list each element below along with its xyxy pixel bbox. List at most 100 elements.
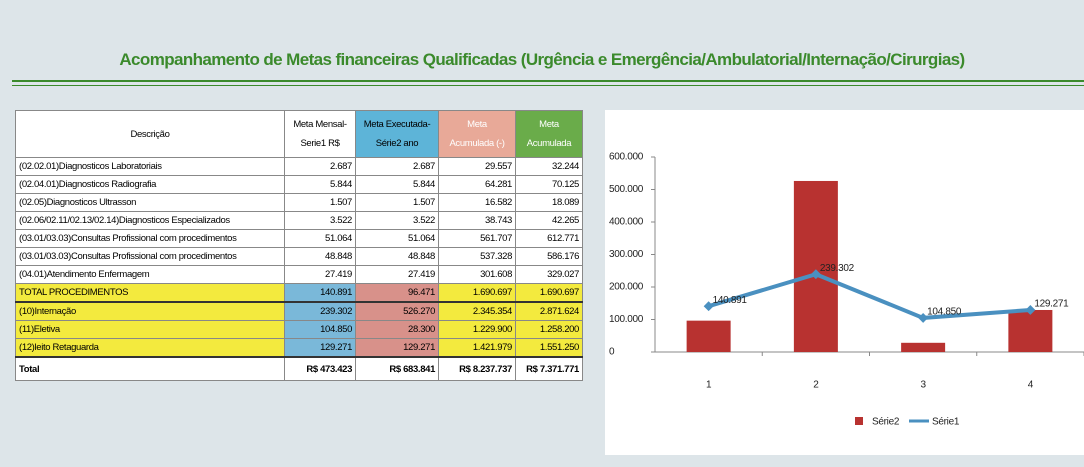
value-cell: 28.300 [355,320,439,339]
y-tick-label: 600.000 [609,152,644,163]
value-cell: R$ 683.841 [355,356,439,381]
value-cell: 2.871.624 [515,301,583,321]
title-rule [12,85,1084,86]
bar [901,342,946,352]
x-tick-label: 1 [706,380,712,391]
line-marker [918,312,929,323]
value-cell: 1.690.697 [515,283,583,303]
chart-background [605,110,1084,455]
legend-label: Série1 [932,417,960,428]
description-cell: (03.01/03.03)Consultas Profissional com … [15,229,285,248]
table-row: (03.01/03.03)Consultas Profissional com … [15,247,583,266]
value-cell: 5.844 [355,175,439,194]
value-cell: 38.743 [438,211,516,230]
data-label: 239.302 [820,263,855,274]
table-row: (10)Internação 239.302 526.270 2.345.354 2.8… [15,301,583,321]
value-cell: 16.582 [438,193,516,212]
y-tick-label: 0 [609,347,615,358]
value-cell: 586.176 [515,247,583,266]
value-cell: 48.848 [355,247,439,266]
value-cell: 1.229.900 [438,320,516,339]
value-cell: 5.844 [284,175,356,194]
value-cell: 140.891 [284,283,356,303]
description-cell: TOTAL PROCEDIMENTOS [15,283,285,303]
line-marker [1025,305,1036,315]
value-cell: 70.125 [515,175,583,194]
description-cell: (12)leito Retaguarda [15,338,285,358]
title-rule [12,80,1084,82]
value-cell: 1.551.250 [515,338,583,358]
x-tick-label: 4 [1028,380,1034,391]
chart: 0 100.000 200.000 300.000 400.000 500.000 600.… [605,110,1084,455]
table-row: Total R$ 473.423 R$ 683.841 R$ 8.237.737 R$ … [15,356,583,381]
header-cell: Meta Acumulada (-) [438,110,516,158]
value-cell: 301.608 [438,265,516,284]
legend-swatch [855,417,863,425]
value-cell: 51.064 [355,229,439,248]
description-cell: Total [15,356,285,381]
table-row: (11)Eletiva 104.850 28.300 1.229.900 1.258.2… [15,320,583,339]
x-tick-label: 3 [920,380,926,391]
y-tick-label: 100.000 [609,314,644,325]
goals-table: Descrição Meta Mensal- Serie1 R$ Meta Exec… [15,110,583,381]
description-cell: (04.01)Atendimento Enfermagem [15,265,285,284]
value-cell: 3.522 [355,211,439,230]
table-row: (12)leito Retaguarda 129.271 129.271 1.421.… [15,338,583,358]
header-cell: Descrição [15,110,285,158]
value-cell: 526.270 [355,301,439,321]
page-title: Acompanhamento de Metas financeiras Qual… [119,50,965,69]
y-tick-label: 200.000 [609,282,644,293]
value-cell: 537.328 [438,247,516,266]
value-cell: 1.258.200 [515,320,583,339]
value-cell: 1.690.697 [438,283,516,303]
value-cell: 2.687 [284,157,356,176]
value-cell: 2.687 [355,157,439,176]
bar [1008,309,1053,352]
y-tick-label: 300.000 [609,249,644,260]
value-cell: 42.265 [515,211,583,230]
header-cell: Meta Acumulada [515,110,583,158]
value-cell: 2.345.354 [438,301,516,321]
header-cell: Meta Mensal- Serie1 R$ [284,110,356,158]
value-cell: 1.507 [284,193,356,212]
value-cell: 3.522 [284,211,356,230]
table-row: (04.01)Atendimento Enfermagem 27.419 27.41… [15,265,583,284]
value-cell: 18.089 [515,193,583,212]
data-label: 129.271 [1034,299,1069,310]
value-cell: 329.027 [515,265,583,284]
value-cell: 129.271 [355,338,439,358]
description-cell: (03.01/03.03)Consultas Profissional com … [15,247,285,266]
value-cell: 29.557 [438,157,516,176]
value-cell: R$ 8.237.737 [438,356,516,381]
description-cell: (10)Internação [15,301,285,321]
value-cell: 96.471 [355,283,439,303]
value-cell: 32.244 [515,157,583,176]
value-cell: 48.848 [284,247,356,266]
description-cell: (02.04.01)Diagnosticos Radiografia [15,175,285,194]
value-cell: 27.419 [355,265,439,284]
value-cell: 51.064 [284,229,356,248]
table-row: (02.06/02.11/02.13/02.14)Diagnosticos Es… [15,211,583,230]
bar [793,180,838,352]
table-row: TOTAL PROCEDIMENTOS 140.891 96.471 1.690.69… [15,283,583,303]
line-marker [810,269,821,280]
table-row: (03.01/03.03)Consultas Profissional com … [15,229,583,248]
value-cell: 104.850 [284,320,356,339]
data-label: 104.850 [927,307,962,318]
value-cell: R$ 473.423 [284,356,356,381]
x-tick-label: 2 [813,380,819,391]
data-label: 140.891 [713,295,748,306]
bar [686,320,731,352]
value-cell: 239.302 [284,301,356,321]
value-cell: 561.707 [438,229,516,248]
value-cell: 1.421.979 [438,338,516,358]
description-cell: (02.02.01)Diagnosticos Laboratoriais [15,157,285,176]
value-cell: R$ 7.371.771 [515,356,583,381]
header-cell: Meta Executada- Série2 ano [355,110,439,158]
value-cell: 64.281 [438,175,516,194]
value-cell: 612.771 [515,229,583,248]
value-cell: 27.419 [284,265,356,284]
line-marker [703,301,714,312]
description-cell: (02.06/02.11/02.13/02.14)Diagnosticos Es… [15,211,285,230]
